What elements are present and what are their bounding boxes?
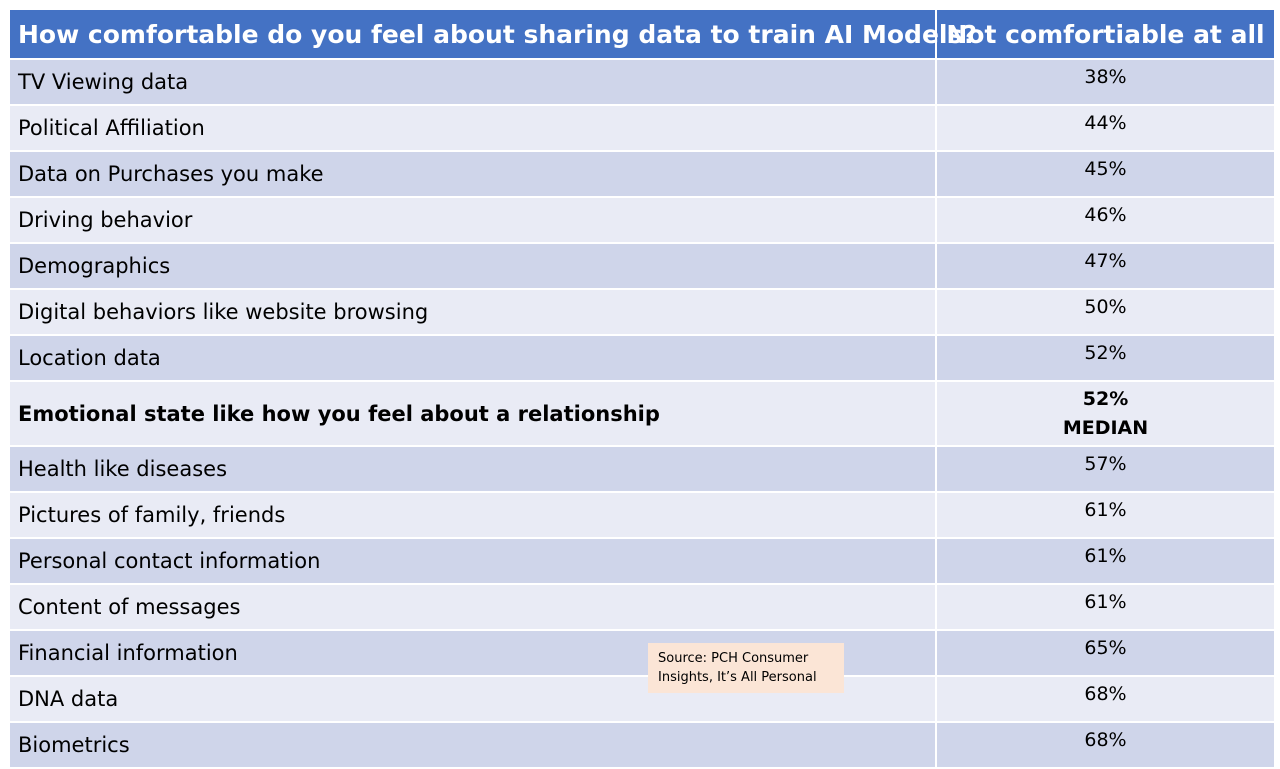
row-value: 52% [935, 334, 1276, 382]
row-label: Demographics [8, 242, 937, 290]
row-value: 46% [935, 196, 1276, 244]
row-label: Location data [8, 334, 937, 382]
row-value: 61% [935, 491, 1276, 539]
row-label: Personal contact information [8, 537, 937, 585]
row-value: 68% [935, 675, 1276, 723]
value-text: 45% [1084, 158, 1127, 180]
row-value: 61% [935, 583, 1276, 631]
value-text: 52% [1084, 342, 1127, 364]
value-text: 50% [1084, 296, 1127, 318]
row-value: 38% [935, 58, 1276, 106]
value-note: MEDIAN [1062, 416, 1149, 439]
question-header: How comfortable do you feel about sharin… [8, 8, 977, 60]
value-text: 68% [1084, 729, 1127, 751]
row-label: Data on Purchases you make [8, 150, 937, 198]
header-row: How comfortable do you feel about sharin… [8, 8, 1276, 60]
value-text: 44% [1084, 112, 1127, 134]
source-note: Source: PCH Consumer Insights, It’s All … [648, 643, 844, 693]
value-text: 61% [1084, 591, 1127, 613]
row-label: Emotional state like how you feel about … [8, 380, 937, 447]
row-label: Content of messages [8, 583, 937, 631]
row-value: 50% [935, 288, 1276, 336]
row-label: Political Affiliation [8, 104, 937, 152]
row-value: 52% MEDIAN [935, 380, 1276, 447]
row-value: 47% [935, 242, 1276, 290]
data-table: How comfortable do you feel about sharin… [8, 8, 1276, 769]
value-text: 65% [1084, 637, 1127, 659]
row-label: Health like diseases [8, 445, 937, 493]
page: How comfortable do you feel about sharin… [8, 8, 1276, 769]
value-text: 61% [1084, 499, 1127, 521]
table-row: Demographics 47% [8, 242, 1276, 290]
table-body: TV Viewing data 38% Political Affiliation 4… [8, 58, 1276, 769]
table-row: Biometrics 68% [8, 721, 1276, 769]
row-value: 45% [935, 150, 1276, 198]
value-text: 68% [1084, 683, 1127, 705]
row-label: Pictures of family, friends [8, 491, 937, 539]
column-header: Not comfortiable at all [935, 8, 1276, 60]
value-text: 57% [1084, 453, 1127, 475]
table-row: Driving behavior 46% [8, 196, 1276, 244]
row-value: 68% [935, 721, 1276, 769]
table-wrap: How comfortable do you feel about sharin… [8, 8, 1276, 769]
row-label: TV Viewing data [8, 58, 937, 106]
row-label: Driving behavior [8, 196, 937, 244]
row-value: 57% [935, 445, 1276, 493]
table-row: Digital behaviors like website browsing 5… [8, 288, 1276, 336]
table-row: Location data 52% [8, 334, 1276, 382]
table-row: Emotional state like how you feel about … [8, 380, 1276, 447]
table-row: Pictures of family, friends 61% [8, 491, 1276, 539]
row-label: Biometrics [8, 721, 937, 769]
table-row: DNA data 68% [8, 675, 1276, 723]
table-row: TV Viewing data 38% [8, 58, 1276, 106]
table-row: Personal contact information 61% [8, 537, 1276, 585]
table-row: Political Affiliation 44% [8, 104, 1276, 152]
table-row: Health like diseases 57% [8, 445, 1276, 493]
row-value: 65% [935, 629, 1276, 677]
table-row: Content of messages 61% [8, 583, 1276, 631]
value-text: 52% [1082, 387, 1129, 410]
value-text: 46% [1084, 204, 1127, 226]
table-row: Data on Purchases you make 45% [8, 150, 1276, 198]
table-row: Financial information 65% [8, 629, 1276, 677]
value-text: 47% [1084, 250, 1127, 272]
row-label: Digital behaviors like website browsing [8, 288, 937, 336]
value-text: 38% [1084, 66, 1127, 88]
row-value: 44% [935, 104, 1276, 152]
value-text: 61% [1084, 545, 1127, 567]
row-value: 61% [935, 537, 1276, 585]
